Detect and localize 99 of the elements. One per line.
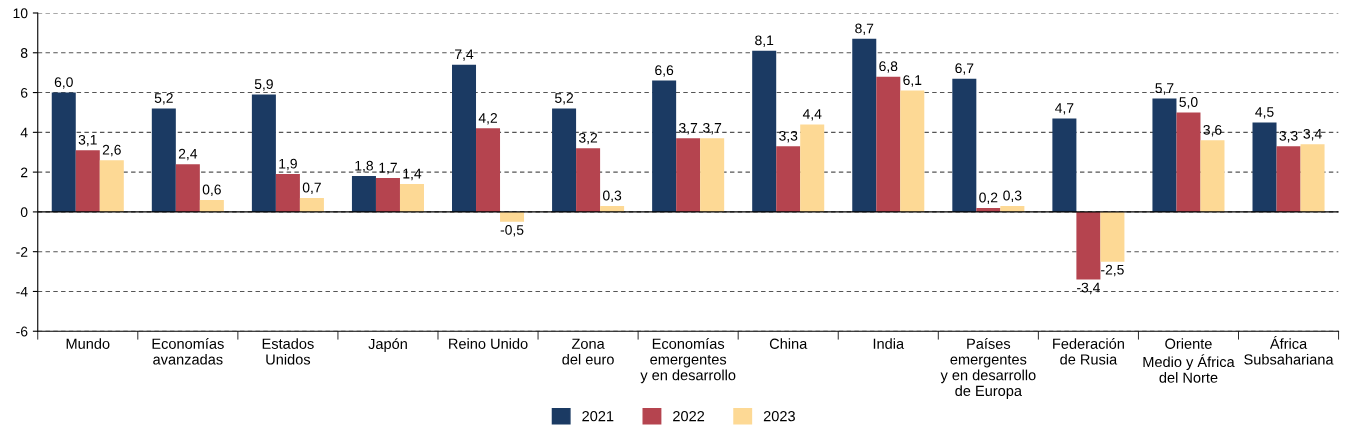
data-label: 1,4 xyxy=(403,168,422,181)
data-label: 3,1 xyxy=(78,134,97,147)
legend-label: 2022 xyxy=(673,411,705,422)
x-tick-label: África Subsahariana xyxy=(1244,336,1334,365)
bar xyxy=(399,184,424,212)
data-label: 6,8 xyxy=(879,61,898,73)
data-label: 5,0 xyxy=(1179,97,1198,109)
x-tick-label: Economías avanzadas xyxy=(152,338,224,365)
y-tick-label: -6 xyxy=(16,326,28,337)
x-tick-label: Reino Unido xyxy=(449,338,528,349)
y-tick-label: 4 xyxy=(20,127,28,138)
data-label: 4,7 xyxy=(1055,103,1074,115)
data-label: 1,7 xyxy=(379,162,397,175)
bar xyxy=(1200,140,1225,212)
x-tick-label: Zona del euro xyxy=(562,338,614,365)
bar xyxy=(1152,98,1177,212)
bar xyxy=(900,90,925,212)
x-tick-label: Oriente Medio y África del Norte xyxy=(1143,338,1235,383)
data-label: 2,4 xyxy=(178,148,198,161)
data-label: 3,4 xyxy=(1303,128,1322,141)
data-label: 2,6 xyxy=(102,144,121,157)
data-label: 0,7 xyxy=(302,182,321,195)
data-label: 5,9 xyxy=(254,79,273,91)
bar xyxy=(752,50,777,212)
data-label: 0,3 xyxy=(1003,190,1022,203)
bar xyxy=(452,64,477,212)
data-label: 3,2 xyxy=(578,132,598,145)
data-label: 5,7 xyxy=(1155,83,1174,95)
x-tick-label: Países emergentes y en desarrollo de Europa xyxy=(940,338,1036,399)
y-tick-label: -2 xyxy=(16,247,28,257)
data-label: 5,2 xyxy=(554,93,574,105)
data-label: 6,0 xyxy=(54,77,73,89)
y-tick-label: -4 xyxy=(16,286,28,297)
bar xyxy=(852,38,877,212)
bar xyxy=(652,80,677,212)
data-label: -2,5 xyxy=(1101,264,1124,277)
data-label: 4,4 xyxy=(802,109,822,121)
bar xyxy=(1300,144,1325,212)
y-tick-label: 6 xyxy=(21,87,28,98)
x-tick-label: Estados Unidos xyxy=(262,338,314,365)
bar xyxy=(576,148,601,212)
bar xyxy=(251,94,276,212)
bar xyxy=(952,78,977,212)
data-label: 4,5 xyxy=(1255,107,1274,119)
bar xyxy=(99,160,124,212)
bar xyxy=(275,174,300,212)
bar xyxy=(351,176,376,212)
bar xyxy=(175,164,200,212)
bar xyxy=(1252,122,1277,212)
x-tick-label: Mundo xyxy=(66,338,110,349)
bar xyxy=(51,92,76,212)
data-label: 1,8 xyxy=(355,160,373,173)
data-label: 1,9 xyxy=(279,158,297,171)
bar xyxy=(676,138,701,212)
x-tick-label: Economías emergentes y en desarrollo xyxy=(640,338,736,384)
bar xyxy=(1076,211,1101,280)
legend-label: 2021 xyxy=(582,411,614,422)
bar xyxy=(776,146,801,212)
data-label: -0,5 xyxy=(500,224,524,237)
data-label: 6,1 xyxy=(903,75,922,87)
data-label: 3,7 xyxy=(679,122,698,135)
data-label: 3,3 xyxy=(1279,130,1298,143)
bar xyxy=(876,76,901,212)
bar xyxy=(299,197,324,212)
bar xyxy=(800,124,825,212)
y-tick-label: 10 xyxy=(13,8,28,19)
data-label: 0,2 xyxy=(979,192,998,205)
x-tick-label: China xyxy=(769,338,808,349)
data-label: 6,7 xyxy=(955,63,974,75)
bar xyxy=(700,138,725,212)
data-label: 3,7 xyxy=(703,122,722,135)
data-label: 6,6 xyxy=(655,65,674,77)
bar xyxy=(1176,112,1201,212)
bar xyxy=(1100,211,1125,262)
data-label: 4,2 xyxy=(478,113,497,125)
bar xyxy=(552,108,577,212)
bar xyxy=(375,178,400,212)
bar xyxy=(1052,118,1077,212)
data-label: 8,7 xyxy=(855,23,874,35)
data-label: 8,1 xyxy=(755,35,774,47)
legend-label: 2023 xyxy=(763,411,795,422)
data-label: -3,4 xyxy=(1077,282,1100,295)
y-tick-label: 0 xyxy=(20,207,28,218)
bar xyxy=(199,199,224,212)
data-label: 3,6 xyxy=(1203,124,1222,137)
y-tick-label: 2 xyxy=(21,167,28,178)
data-label: 3,3 xyxy=(779,130,798,143)
x-tick-label: Japón xyxy=(368,338,407,352)
y-tick-label: 8 xyxy=(20,48,28,58)
bar xyxy=(476,128,501,212)
bar xyxy=(75,150,100,212)
x-tick-label: Federación de Rusia xyxy=(1053,338,1124,365)
data-label: 7,4 xyxy=(455,49,474,61)
x-tick-label: India xyxy=(873,338,905,349)
bar xyxy=(1276,146,1301,212)
bar xyxy=(151,108,176,212)
data-label: 0,3 xyxy=(603,190,622,203)
data-label: 5,2 xyxy=(154,93,173,105)
data-label: 0,6 xyxy=(202,184,221,197)
